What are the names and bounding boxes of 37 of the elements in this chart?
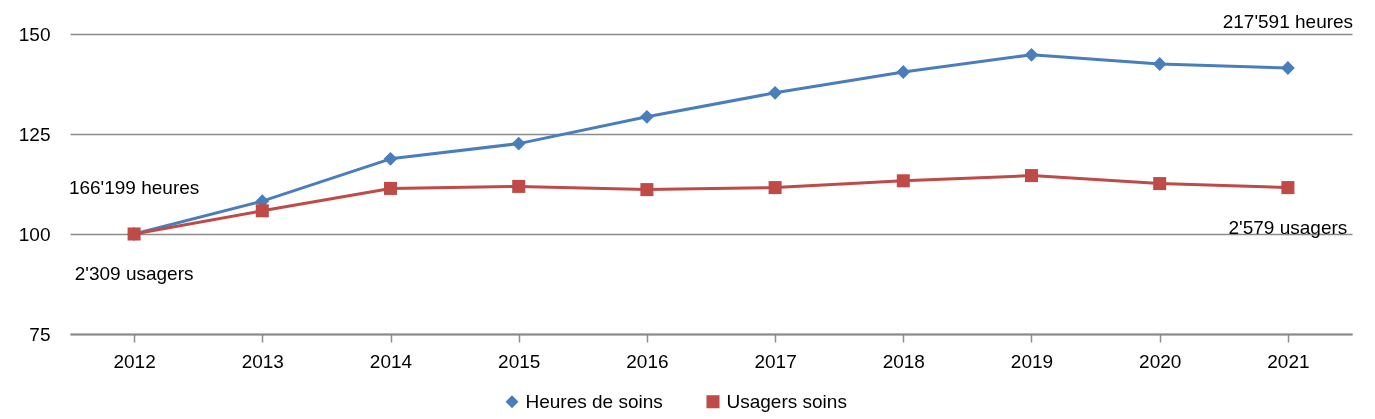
x-tick-label: 2012	[113, 350, 156, 372]
y-tick-label: 75	[29, 323, 51, 345]
x-tick-label: 2014	[369, 350, 413, 372]
x-tick-label: 2015	[498, 350, 541, 372]
point	[896, 65, 911, 79]
y-tick-label: 100	[18, 223, 51, 245]
x-tick-label: 2016	[626, 350, 669, 372]
point	[511, 136, 526, 151]
y-tick-label: 150	[18, 23, 51, 45]
point	[383, 151, 398, 166]
legend-label: Usagers soins	[726, 390, 847, 412]
point	[1153, 177, 1167, 191]
point	[1281, 181, 1295, 195]
point	[1024, 47, 1039, 62]
y-tick-label: 125	[18, 123, 51, 145]
annotation: 2'579 usagers	[1228, 216, 1348, 238]
point	[1152, 57, 1167, 71]
x-tick-label: 2020	[1139, 350, 1182, 372]
point	[640, 183, 654, 197]
point	[1024, 169, 1039, 183]
point	[640, 109, 654, 124]
annotation: 166'199 heures	[68, 177, 200, 198]
point	[512, 179, 526, 193]
legend-label: Heures de soins	[525, 390, 663, 412]
point	[768, 181, 782, 195]
x-tick-label: 2019	[1010, 350, 1054, 372]
point	[1281, 61, 1295, 75]
point	[255, 204, 269, 218]
x-tick-label: 2018	[882, 350, 925, 372]
annotation: 217'591 heures	[1222, 11, 1354, 32]
x-tick-label: 2013	[241, 350, 284, 372]
point	[896, 174, 910, 188]
annotation: 2'309 usagers	[74, 263, 194, 284]
point	[768, 85, 782, 100]
x-tick-label: 2017	[754, 350, 797, 372]
point	[383, 181, 398, 195]
x-tick-label: 2021	[1267, 350, 1310, 372]
